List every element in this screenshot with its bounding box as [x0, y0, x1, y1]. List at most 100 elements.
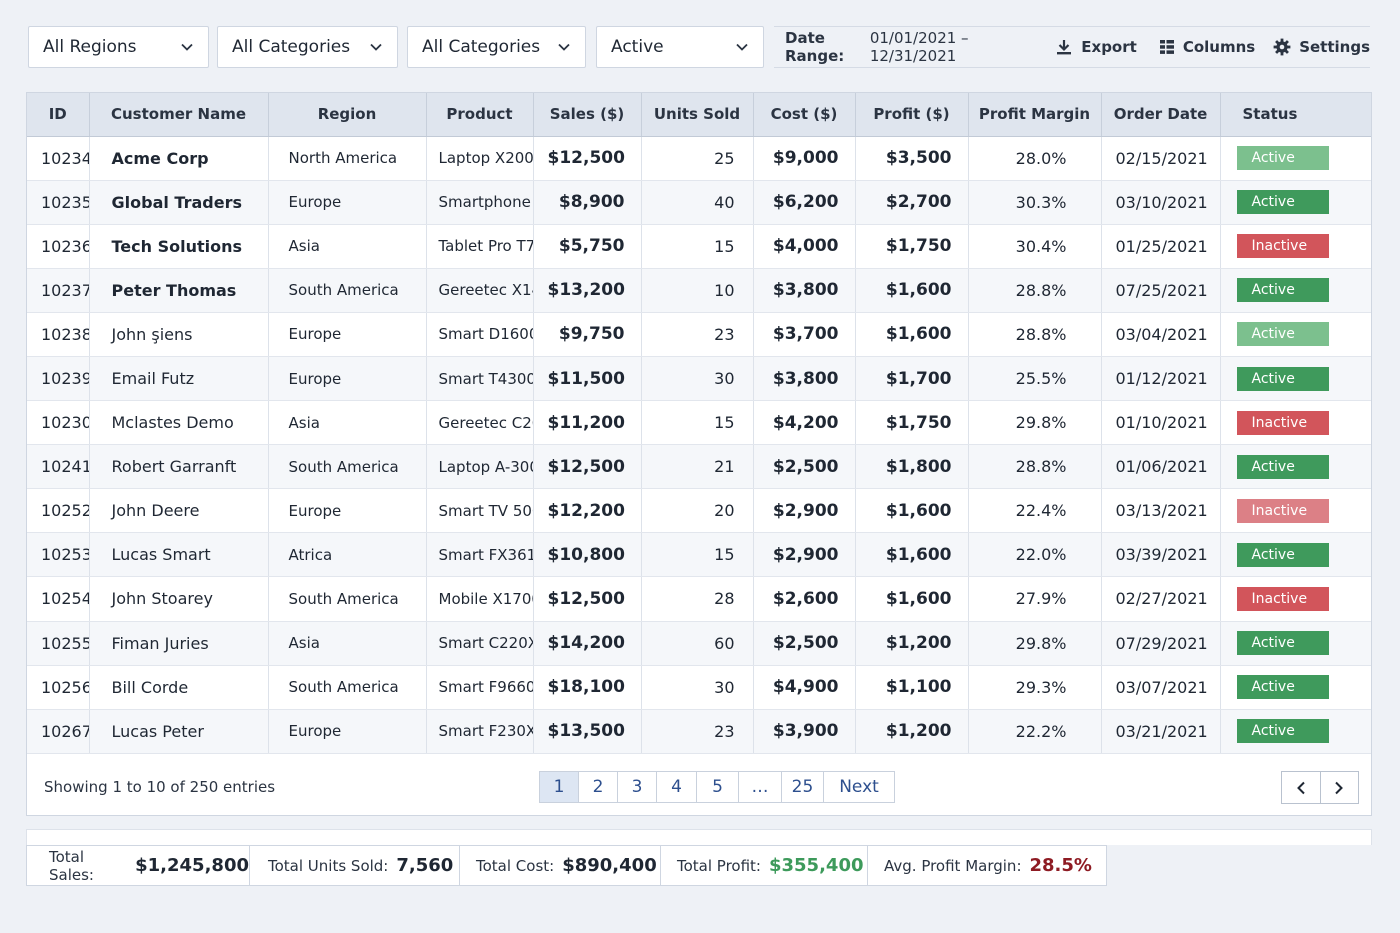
settings-label: Settings — [1299, 38, 1370, 56]
avg-margin-label: Avg. Profit Margin: — [884, 856, 1022, 875]
cell-sales: $13,500 — [533, 709, 642, 754]
cell-region: Europe — [268, 709, 427, 754]
cell-profit-margin: 28.8% — [968, 268, 1102, 313]
table-row[interactable]: 10253 Lucas Smart Atrica Smart FX361 $10,800… — [27, 532, 1371, 578]
cell-profit: $3,500 — [855, 136, 969, 181]
entries-summary: Showing 1 to 10 of 250 entries — [44, 778, 276, 796]
region-filter-dropdown[interactable]: All Regions — [28, 26, 209, 68]
status-filter-dropdown[interactable]: Active — [596, 26, 764, 68]
table-row[interactable]: 10234 Acme Corp North America Laptop X200 $1… — [27, 136, 1371, 181]
cell-sales: $9,750 — [533, 312, 642, 357]
subcategory-filter-value: All Categories — [422, 37, 541, 57]
cell-profit: $1,600 — [855, 532, 969, 578]
table-row[interactable]: 10238 John şiens Europe Smart D1600 $9,750 23… — [27, 312, 1371, 357]
column-header-id[interactable]: ID — [27, 93, 90, 137]
column-header-sales[interactable]: Sales ($) — [533, 93, 642, 137]
date-range-toolbar: Date Range: 01/01/2021 – 12/31/2021 Expo… — [774, 26, 1370, 68]
cell-cost: $3,700 — [753, 312, 856, 357]
cell-product: Smart T4300 — [426, 356, 534, 402]
cell-sales: $14,200 — [533, 621, 642, 666]
cell-profit: $1,200 — [855, 621, 969, 666]
cell-customer-name: Bill Corde — [89, 665, 269, 710]
category-filter-dropdown[interactable]: All Categories — [217, 26, 398, 68]
chevron-down-icon — [180, 40, 194, 54]
cell-profit-margin: 25.5% — [968, 356, 1102, 402]
cell-customer-name: John Deere — [89, 488, 269, 534]
next-page-button[interactable]: Next — [839, 777, 879, 797]
cell-order-date: 03/07/2021 — [1101, 665, 1221, 710]
chevron-down-icon — [735, 40, 749, 54]
cell-units-sold: 20 — [641, 488, 754, 534]
column-header-product[interactable]: Product — [426, 93, 534, 137]
settings-button[interactable]: Settings — [1273, 38, 1370, 56]
column-header-cost[interactable]: Cost ($) — [753, 93, 856, 137]
columns-button[interactable]: Columns — [1159, 38, 1255, 56]
cell-product: Smart D1600 — [426, 312, 534, 357]
cell-cost: $2,900 — [753, 532, 856, 578]
table-row[interactable]: 10237 Peter Thomas South America Gereetec X… — [27, 268, 1371, 313]
cell-product: Smart FX361 — [426, 532, 534, 578]
region-filter-value: All Regions — [43, 37, 137, 57]
cell-customer-name: John şiens — [89, 312, 269, 357]
column-header-profit[interactable]: Profit ($) — [855, 93, 969, 137]
cell-cost: $3,800 — [753, 356, 856, 402]
totals-bar: Total Sales: $1,245,800 Total Units Sold… — [26, 845, 1107, 886]
total-cost-label: Total Cost: — [476, 856, 555, 875]
subcategory-filter-dropdown[interactable]: All Categories — [407, 26, 586, 68]
cell-profit: $1,200 — [855, 709, 969, 754]
page-3-button[interactable]: 3 — [618, 772, 657, 802]
cell-region: South America — [268, 665, 427, 710]
chevron-left-icon — [1296, 781, 1305, 794]
cell-product: Laptop A-300 — [426, 444, 534, 490]
column-header-region[interactable]: Region — [268, 93, 427, 137]
cell-profit-margin: 22.4% — [968, 488, 1102, 534]
export-button[interactable]: Export — [1055, 38, 1137, 56]
total-units-label: Total Units Sold: — [268, 856, 389, 875]
cell-order-date: 01/12/2021 — [1101, 356, 1221, 402]
cell-customer-name: Tech Solutions — [89, 224, 269, 269]
status-badge: Active — [1236, 366, 1329, 391]
page-25-button[interactable]: 25 — [782, 772, 824, 802]
cell-units-sold: 23 — [641, 312, 754, 357]
cell-region: South America — [268, 576, 427, 622]
column-header-customer-name[interactable]: Customer Name — [89, 93, 269, 137]
cell-profit-margin: 29.3% — [968, 665, 1102, 710]
cell-units-sold: 40 — [641, 180, 754, 225]
table-row[interactable]: 10267 Lucas Peter Europe Smart F230X $13,500… — [27, 709, 1371, 754]
cell-status: Inactive — [1220, 400, 1371, 446]
cell-profit: $1,600 — [855, 268, 969, 313]
status-badge: Inactive — [1236, 498, 1329, 523]
date-range-value[interactable]: 01/01/2021 – 12/31/2021 — [869, 29, 969, 65]
column-header-profit-margin[interactable]: Profit Margin — [968, 93, 1102, 137]
chevron-right-icon — [1335, 781, 1344, 794]
cell-customer-name: Fiman Juries — [89, 621, 269, 666]
next-page-arrow[interactable] — [1321, 772, 1359, 803]
page-1-button[interactable]: 1 — [540, 772, 579, 802]
cell-profit: $1,600 — [855, 576, 969, 622]
column-header-status[interactable]: Status — [1220, 93, 1371, 137]
table-row[interactable]: 10254 John Stoarey South America Mobile X17… — [27, 576, 1371, 622]
cell-product: Smart TV 5000 — [426, 488, 534, 534]
previous-page-arrow[interactable] — [1282, 772, 1321, 803]
column-header-units-sold[interactable]: Units Sold — [641, 93, 754, 137]
cell-units-sold: 30 — [641, 356, 754, 402]
page-2-button[interactable]: 2 — [579, 772, 618, 802]
table-row[interactable]: 10236 Tech Solutions Asia Tablet Pro T7 $5,7… — [27, 224, 1371, 269]
column-header-order-date[interactable]: Order Date — [1101, 93, 1221, 137]
cell-profit: $1,600 — [855, 312, 969, 357]
cell-profit: $1,600 — [855, 488, 969, 534]
table-row[interactable]: 10256 Bill Corde South America Smart F9660 $… — [27, 665, 1371, 710]
cell-id: 10252 — [27, 488, 90, 534]
page-4-button[interactable]: 4 — [657, 772, 697, 802]
cell-units-sold: 28 — [641, 576, 754, 622]
cell-units-sold: 15 — [641, 532, 754, 578]
table-row[interactable]: 10239 Email Futz Europe Smart T4300 $11,500 3… — [27, 356, 1371, 402]
page-5-button[interactable]: 5 — [697, 772, 739, 802]
total-sales: Total Sales: $1,245,800 — [27, 846, 250, 885]
table-row[interactable]: 10255 Fiman Juries Asia Smart C220X $14,200 6… — [27, 621, 1371, 666]
table-row[interactable]: 10241 Robert Garranft South America Laptop … — [27, 444, 1371, 490]
chevron-down-icon — [369, 40, 383, 54]
